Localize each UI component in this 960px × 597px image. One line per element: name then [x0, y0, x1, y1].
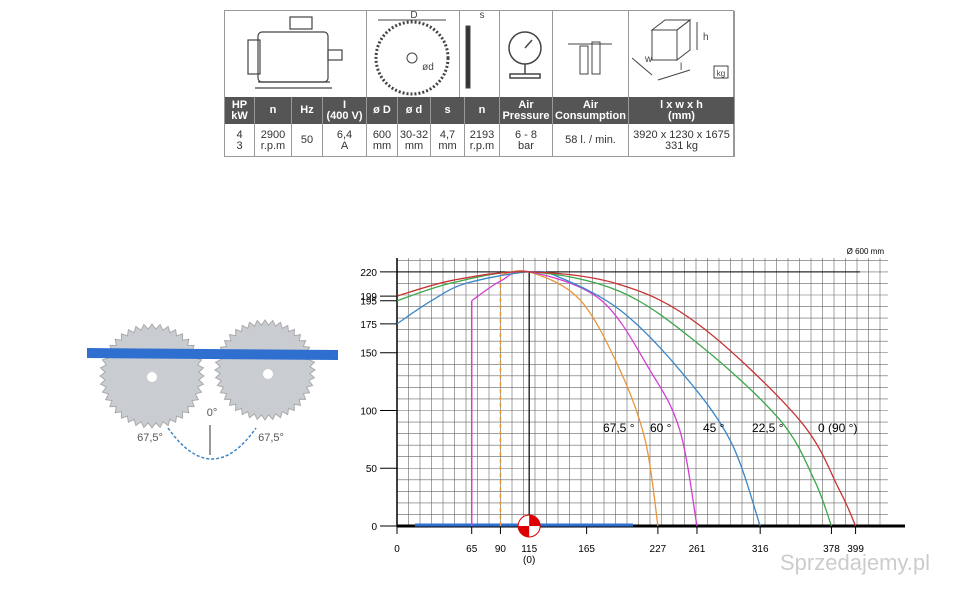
x-tick-label: 65: [466, 544, 478, 555]
x-tick-label: 261: [689, 544, 706, 555]
curve: [500, 269, 659, 527]
icon-cell: [460, 11, 500, 97]
value-cell: 4 3: [225, 124, 255, 157]
x-tick-label: 227: [650, 544, 667, 555]
value-cell: 30-32 mm: [398, 124, 431, 157]
x-tick-label: 399: [847, 544, 864, 555]
y-tick-label: 199: [360, 292, 377, 303]
y-tick-label: 100: [360, 406, 377, 417]
header-cell: s: [431, 97, 465, 124]
value-cell: 6,4 A: [323, 124, 367, 157]
header-cell: Air Pressure: [500, 97, 553, 124]
value-cell: 6 - 8 bar: [500, 124, 553, 157]
curve: [396, 271, 857, 527]
icon-cell: [367, 11, 460, 97]
value-cell: 50: [292, 124, 323, 157]
curve-label: 60 °: [650, 421, 672, 435]
value-cell: 3920 x 1230 x 1675 331 kg: [629, 124, 735, 157]
icon-cell: [553, 11, 629, 97]
curve-label: 45 °: [703, 421, 725, 435]
origin-label: (0): [523, 555, 535, 566]
x-tick-label: 0: [394, 544, 400, 555]
header-cell: HP kW: [225, 97, 255, 124]
header-cell: I (400 V): [323, 97, 367, 124]
curve-label: 67,5 °: [603, 421, 635, 435]
icon-cell: [629, 11, 735, 97]
y-tick-label: 220: [360, 268, 377, 279]
y-tick-label: 175: [360, 320, 377, 331]
curve: [396, 271, 833, 527]
header-cell: Air Consumption: [553, 97, 629, 124]
value-cell: 600 mm: [367, 124, 398, 157]
header-cell: n: [465, 97, 500, 124]
y-tick-label: 50: [366, 464, 378, 475]
header-cell: ø d: [398, 97, 431, 124]
icon-cell: [225, 11, 367, 97]
curve-label: 22,5 °: [752, 421, 784, 435]
header-cell: n: [255, 97, 292, 124]
x-tick-label: 165: [578, 544, 595, 555]
icon-cell: [500, 11, 553, 97]
origin-target: [518, 515, 541, 537]
y-tick-label: 195: [360, 297, 377, 308]
x-tick-label: 378: [823, 544, 840, 555]
value-cell: 2900 r.p.m: [255, 124, 292, 157]
value-cell: 58 l. / min.: [553, 124, 629, 157]
curve: [396, 270, 761, 527]
curve: [471, 270, 698, 527]
value-cell: 2193 r.p.m: [465, 124, 500, 157]
curve-label: 0 (90 °): [818, 421, 857, 435]
annotation: Ø 600 mm: [847, 247, 885, 256]
y-tick-label: 150: [360, 349, 377, 360]
x-tick-label: 115: [521, 544, 537, 555]
header-cell: l x w x h (mm): [629, 97, 735, 124]
x-tick-label: 90: [495, 544, 507, 555]
value-cell: 4,7 mm: [431, 124, 465, 157]
header-cell: ø D: [367, 97, 398, 124]
y-tick-label: 0: [371, 522, 377, 533]
x-tick-label: 316: [752, 544, 769, 555]
header-cell: Hz: [292, 97, 323, 124]
